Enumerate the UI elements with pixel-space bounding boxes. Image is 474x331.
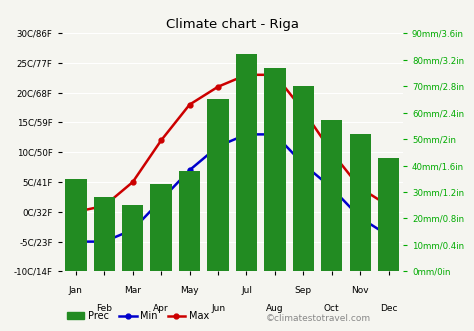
Text: Mar: Mar bbox=[124, 286, 141, 295]
Bar bbox=[236, 54, 257, 271]
Bar bbox=[122, 205, 143, 271]
Text: Sep: Sep bbox=[295, 286, 312, 295]
Text: ©climatestotravel.com: ©climatestotravel.com bbox=[265, 314, 371, 323]
Text: Jul: Jul bbox=[241, 286, 252, 295]
Bar bbox=[264, 68, 285, 271]
Text: Jan: Jan bbox=[69, 286, 83, 295]
Bar bbox=[150, 184, 172, 271]
Text: Dec: Dec bbox=[380, 304, 397, 313]
Bar bbox=[349, 134, 371, 271]
Bar bbox=[65, 179, 86, 271]
Bar bbox=[93, 197, 115, 271]
Text: May: May bbox=[180, 286, 199, 295]
Text: Nov: Nov bbox=[351, 286, 369, 295]
Text: Aug: Aug bbox=[266, 304, 284, 313]
Text: Oct: Oct bbox=[324, 304, 339, 313]
Text: Apr: Apr bbox=[154, 304, 169, 313]
Bar bbox=[292, 86, 314, 271]
Title: Climate chart - Riga: Climate chart - Riga bbox=[166, 18, 299, 30]
Bar bbox=[378, 158, 399, 271]
Legend: Prec, Min, Max: Prec, Min, Max bbox=[63, 307, 213, 325]
Text: Jun: Jun bbox=[211, 304, 225, 313]
Bar bbox=[321, 120, 342, 271]
Bar bbox=[179, 171, 200, 271]
Bar bbox=[207, 99, 228, 271]
Text: Feb: Feb bbox=[96, 304, 112, 313]
